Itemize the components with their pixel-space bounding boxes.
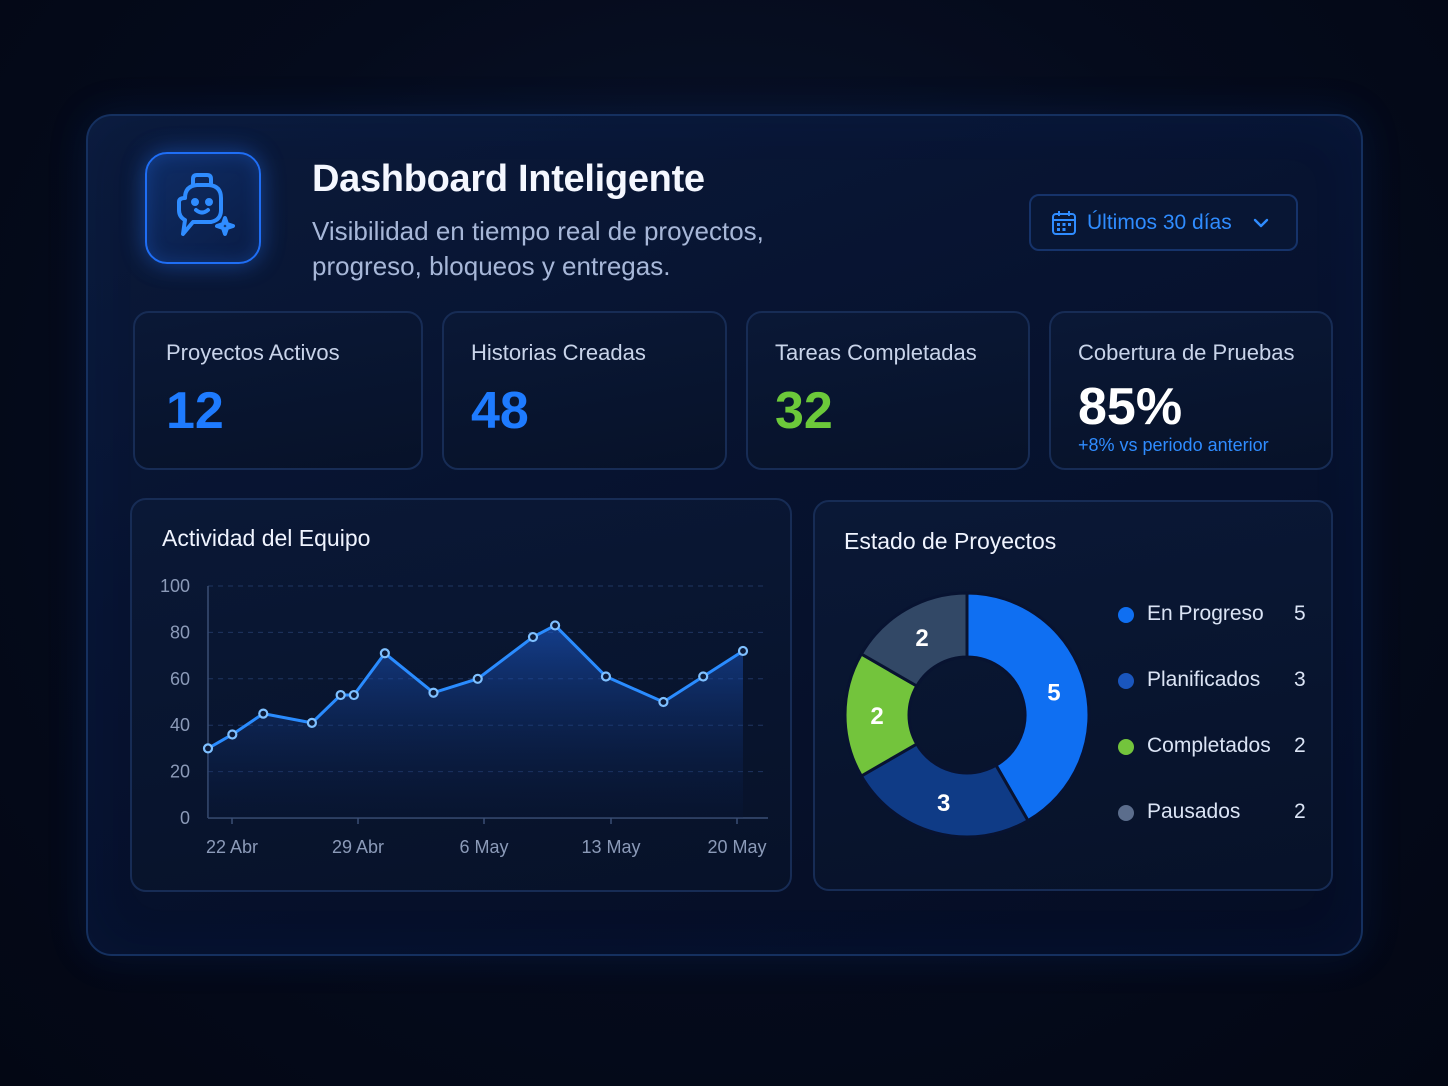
slice-label: 5 [1047,680,1060,707]
chatbot-icon [177,173,235,236]
legend-value: 2 [1294,800,1306,823]
projects-donut-chart: 5 3 2 2 [843,591,1091,839]
data-point [527,631,539,643]
data-point [698,671,709,682]
data-point [658,696,669,708]
stat-value: 12 [166,382,224,440]
stat-value: 32 [775,382,833,440]
x-tick-label: 13 May [581,837,640,857]
legend-label: Planificados [1147,668,1261,691]
data-point [472,673,483,684]
x-tick-label: 22 Abr [206,837,258,857]
activity-panel: Actividad del Equipo 0 20 40 60 80 100 22 Abr 2… [130,498,792,892]
data-point [348,689,360,701]
data-point [737,645,749,657]
legend-value: 5 [1294,602,1306,625]
stat-label: Tareas Completadas [775,340,977,365]
legend-dot [1118,805,1134,821]
x-tick-label: 6 May [459,837,508,857]
y-tick-label: 20 [170,762,190,782]
date-range-dropdown[interactable]: Últimos 30 días [1029,194,1298,251]
data-point [379,648,390,659]
y-tick-label: 60 [170,669,190,689]
legend-label: Completados [1147,734,1271,757]
stat-card-test-coverage: Cobertura de Pruebas 85% +8% vs periodo … [1049,311,1333,470]
y-tick-label: 80 [170,622,190,642]
legend-label: En Progreso [1147,602,1264,625]
y-tick-label: 40 [170,715,190,735]
activity-area [208,625,743,818]
legend-dot [1118,607,1134,623]
calendar-icon [1052,210,1076,235]
page-subtitle: Visibilidad en tiempo real de proyectos,… [312,216,764,281]
data-point [335,689,346,701]
slice-label: 2 [870,703,883,730]
projects-title: Estado de Proyectos [844,528,1057,554]
data-point [202,743,214,754]
donut-slice [965,591,1091,823]
activity-chart: 0 20 40 60 80 100 22 Abr 29 Abr 6 May 13 May 20 Ma… [160,576,768,857]
legend-value: 2 [1294,734,1306,757]
y-tick-label: 0 [180,808,190,828]
legend-dot [1118,673,1134,689]
slice-label: 2 [915,625,928,652]
data-point [549,620,561,631]
stat-card-active-projects: Proyectos Activos 12 [133,311,423,470]
stat-label: Cobertura de Pruebas [1078,340,1295,365]
stat-change: +8% vs periodo anterior [1078,435,1269,455]
data-point [258,708,269,719]
data-point [306,717,318,728]
legend-value: 3 [1294,668,1306,691]
stat-card-tasks-completed: Tareas Completadas 32 [746,311,1030,470]
legend-dot [1118,739,1134,755]
data-point [600,671,612,682]
stat-value: 48 [471,382,529,440]
activity-title: Actividad del Equipo [162,525,371,551]
page-title: Dashboard Inteligente [312,158,705,200]
stat-card-stories-created: Historias Creadas 48 [442,311,727,470]
stat-value: 85% [1078,378,1183,436]
chevron-down-icon [1253,218,1269,228]
stat-label: Historias Creadas [471,340,646,365]
donut-slice [859,741,1031,839]
data-point [227,729,238,740]
app-logo [145,152,261,264]
x-tick-label: 20 May [707,837,766,857]
y-tick-label: 100 [160,576,190,596]
data-point [428,687,439,698]
stat-label: Proyectos Activos [166,340,340,365]
date-range-label: Últimos 30 días [1087,210,1232,234]
legend-label: Pausados [1147,800,1241,823]
donut-slice [859,591,969,689]
projects-panel: Estado de Proyectos 5 3 2 2 En Progreso 5 Pla… [813,500,1333,891]
slice-label: 3 [937,790,950,817]
x-tick-label: 29 Abr [332,837,384,857]
